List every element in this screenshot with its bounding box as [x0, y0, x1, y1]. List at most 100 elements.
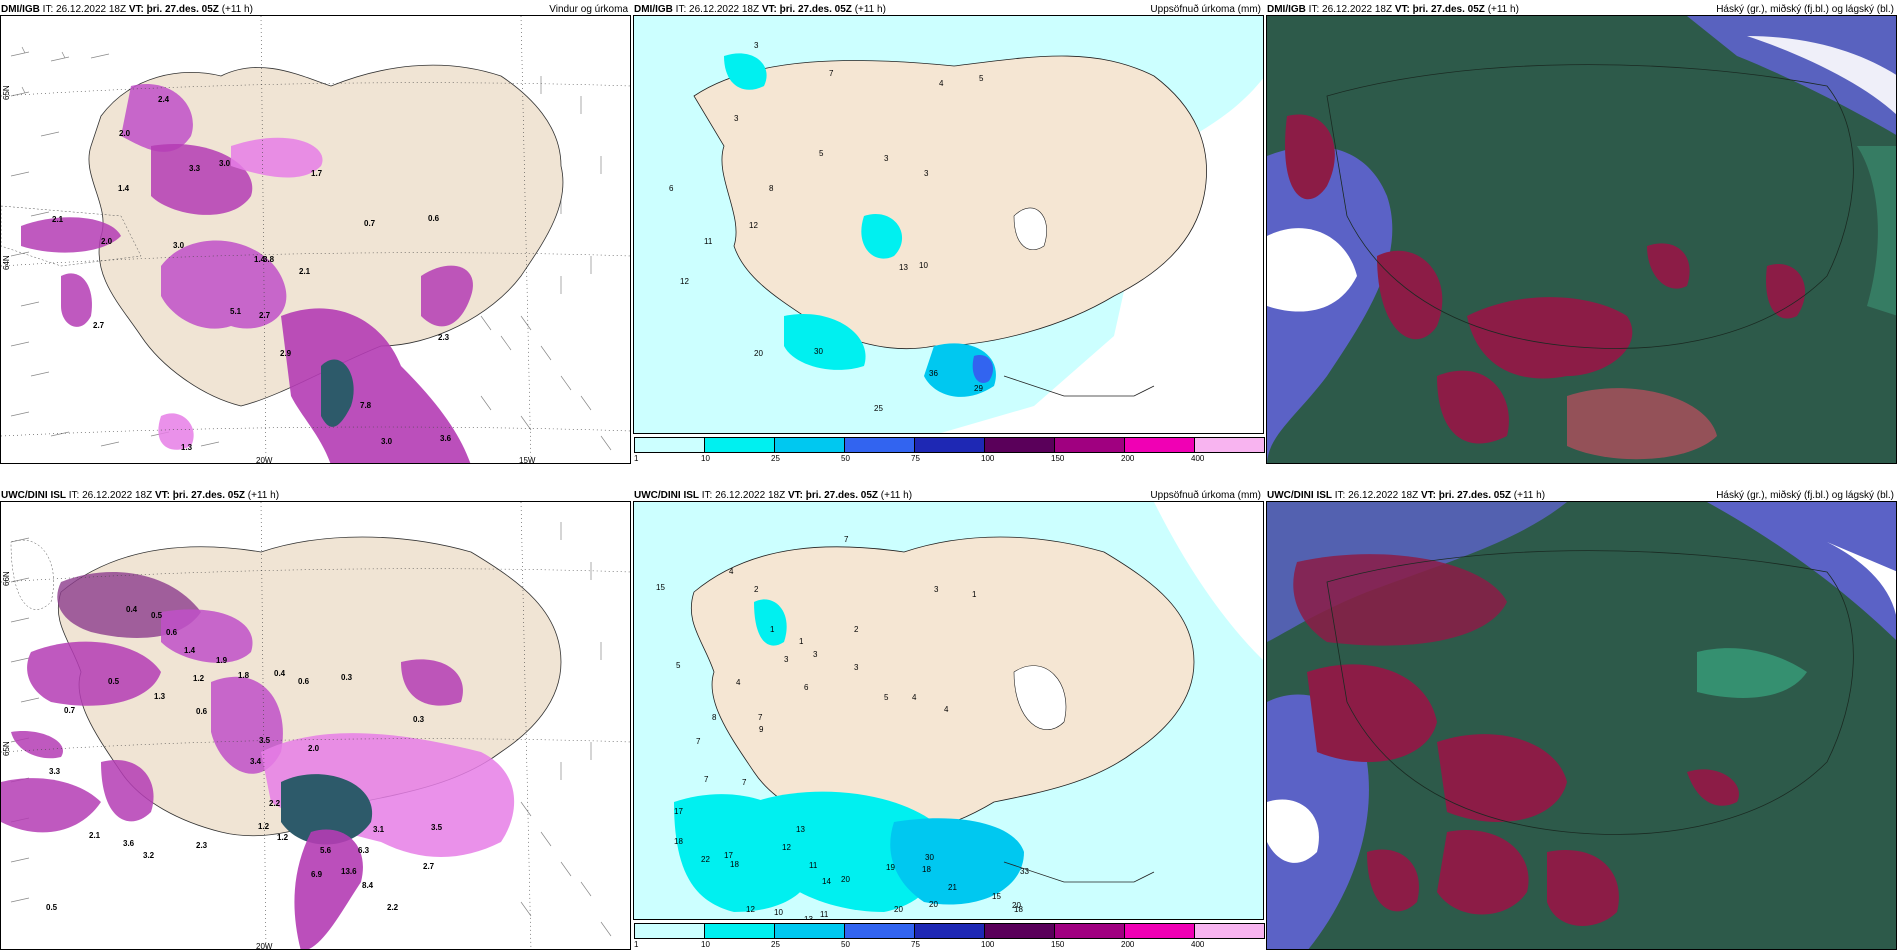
colorbar: 1 10 25 50 75 100 150 200 400 [634, 923, 1265, 949]
value-label: 1.4 [254, 255, 266, 264]
value-label: 20 [1012, 901, 1021, 910]
lat-label-66n: 66N [2, 571, 11, 586]
value-label: 18 [674, 837, 683, 846]
value-label: 2.3 [196, 841, 208, 850]
colorbar-tick: 400 [1191, 940, 1205, 949]
value-label: 5.6 [320, 846, 332, 855]
value-label: 3 [854, 663, 859, 672]
model-name: UWC/DINI ISL [1267, 490, 1332, 501]
value-label: 7 [844, 535, 849, 544]
value-label: 1.8 [238, 671, 250, 680]
colorbar-tick: 200 [1121, 940, 1135, 949]
value-label: 14 [822, 877, 831, 886]
value-label: 13 [796, 825, 805, 834]
value-label: 12 [746, 905, 755, 914]
panel-header: DMI/IGB IT: 26.12.2022 18Z VT: þri. 27.d… [0, 0, 631, 20]
value-label: 4 [944, 705, 949, 714]
colorbar-swatch [1124, 437, 1195, 453]
panel-bottom-middle: UWC/DINI ISL IT: 26.12.2022 18Z VT: þri.… [633, 486, 1265, 950]
colorbar-tick: 400 [1191, 454, 1205, 463]
value-label: 3.0 [173, 241, 185, 250]
value-label: 2.2 [387, 903, 399, 912]
value-label: 18 [730, 860, 739, 869]
value-label: 18 [1014, 905, 1023, 914]
value-label: 1.9 [216, 656, 228, 665]
value-label: 6.9 [311, 870, 323, 879]
panel-bottom-right: UWC/DINI ISL IT: 26.12.2022 18Z VT: þri.… [1266, 486, 1897, 950]
panel-header: UWC/DINI ISL IT: 26.12.2022 18Z VT: þri.… [1266, 486, 1897, 506]
colorbar-swatch [634, 923, 705, 939]
value-label: 1.7 [311, 169, 323, 178]
value-label: 10 [774, 908, 783, 917]
colorbar-swatch [914, 437, 985, 453]
panel-top-middle: DMI/IGB IT: 26.12.2022 18Z VT: þri. 27.d… [633, 0, 1265, 464]
colorbar-swatch [634, 437, 705, 453]
value-label: 12 [749, 221, 758, 230]
colorbar-swatch [984, 437, 1055, 453]
value-label: 1 [972, 590, 977, 599]
panel-bottom-left: UWC/DINI ISL IT: 26.12.2022 18Z VT: þri.… [0, 486, 631, 950]
value-label: 0.4 [126, 605, 138, 614]
value-label: 2.1 [89, 831, 101, 840]
colorbar-tick: 1 [634, 940, 639, 949]
value-label: 1.2 [277, 833, 289, 842]
map-frame [1266, 501, 1897, 950]
colorbar-swatch [844, 923, 915, 939]
value-label: 3 [924, 169, 929, 178]
value-label: 3.8 [263, 255, 275, 264]
value-label: 2.7 [93, 321, 105, 330]
precip-value-labels: 0.40.50.61.41.91.81.21.30.50.40.6 0.30.30… [46, 605, 443, 912]
value-label: 7 [696, 737, 701, 746]
value-label: 22 [701, 855, 710, 864]
value-label: 5 [819, 149, 824, 158]
value-label: 7 [758, 713, 763, 722]
colorbar-tick: 150 [1051, 454, 1065, 463]
value-label: 0.5 [151, 611, 163, 620]
value-label: 13 [804, 915, 813, 920]
colorbar-tick: 25 [771, 454, 780, 463]
precip-value-labels: 2.42.03.33.01.42.12.0 3.01.73.81.40.70.62… [52, 95, 452, 452]
colorbar-swatch [774, 923, 845, 939]
value-label: 4 [729, 567, 734, 576]
lat-label-64n: 64N [2, 255, 11, 270]
value-label: 2.1 [52, 215, 64, 224]
value-label: 30 [925, 853, 934, 862]
value-label: 6.3 [358, 846, 370, 855]
value-label: 1.3 [154, 692, 166, 701]
wind-precip-map: 20W 66N 65N 0.40.50.61.41.91.81.21.30.50… [1, 502, 630, 949]
value-label: 5.1 [230, 307, 242, 316]
colorbar-swatch [1194, 923, 1265, 939]
model-name: UWC/DINI ISL [1, 490, 66, 501]
colorbar: 1 10 25 50 75 100 150 200 400 [634, 437, 1265, 463]
lon-label-15w: 15W [519, 456, 536, 464]
value-label: 3 [934, 585, 939, 594]
value-label: 0.7 [64, 706, 76, 715]
value-label: 2.0 [119, 129, 131, 138]
value-label: 2.0 [101, 237, 113, 246]
colorbar-swatch [1054, 437, 1125, 453]
model-name: DMI/IGB [1, 4, 40, 15]
product-title: Vindur og úrkoma [549, 4, 628, 15]
colorbar-tick: 100 [981, 454, 995, 463]
value-label: 2.9 [280, 349, 292, 358]
colorbar-tick: 75 [911, 454, 920, 463]
value-label: 3.6 [123, 839, 135, 848]
value-label: 3.3 [189, 164, 201, 173]
value-label: 3.4 [250, 757, 262, 766]
colorbar-tick: 10 [701, 940, 710, 949]
lat-label-65n: 65N [2, 741, 11, 756]
value-label: 12 [680, 277, 689, 286]
value-label: 6 [804, 683, 809, 692]
value-label: 25 [874, 404, 883, 413]
value-label: 2.3 [438, 333, 450, 342]
value-label: 36 [929, 369, 938, 378]
value-label: 2 [754, 585, 759, 594]
colorbar-swatch [984, 923, 1055, 939]
value-label: 13 [899, 263, 908, 272]
model-name: DMI/IGB [1267, 4, 1306, 15]
lon-label-20w: 20W [256, 456, 273, 464]
map-frame: 20W 15W 65N 64N 2.4 2.0 3.3 3.0 1.4 2.1 2.0 3.0… [0, 15, 631, 464]
value-label: 5 [676, 661, 681, 670]
colorbar-swatch [1054, 923, 1125, 939]
